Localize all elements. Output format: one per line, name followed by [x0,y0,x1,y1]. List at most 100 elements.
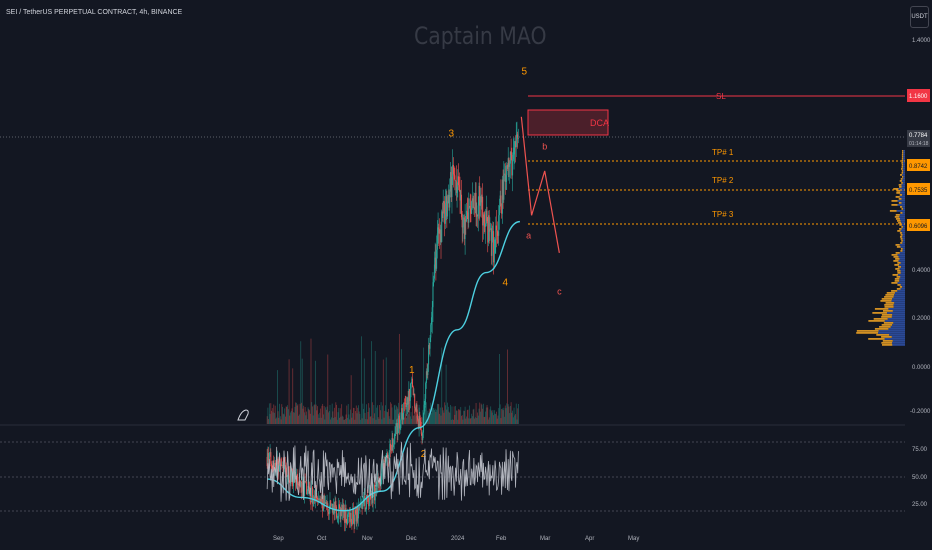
candle-body [460,194,462,201]
candle-body [328,509,330,515]
candle-body [373,484,375,496]
volume-profile-bar [897,290,905,292]
volume-bar [276,417,278,424]
volume-profile-bar [899,196,905,198]
volume-bar [455,410,457,424]
volume-bar [344,419,346,424]
candle-body [429,337,431,349]
candle-body [412,378,414,388]
volume-profile-bar [897,254,905,256]
volume-bar [507,404,509,424]
currency-unit-button[interactable]: USDT [910,6,929,28]
volume-profile-bar [881,316,892,318]
candle-body [502,179,504,200]
candle-body [437,227,439,234]
volume-profile-bar [903,208,905,210]
candle-body [477,205,479,217]
volume-bar [512,410,513,424]
volume-bar [518,403,519,424]
volume-profile-bar [896,210,905,212]
correction-label-b: b [542,142,547,152]
candle-body [306,481,308,495]
candle-body [280,464,282,466]
volume-bar [390,402,392,424]
candle-body [409,388,411,401]
candle-body [479,186,481,206]
volume-bar [301,358,303,424]
volume-bar [412,415,414,424]
candle-body [438,227,440,230]
volume-bar [325,409,327,424]
volume-profile-bar [901,150,904,152]
candle-body [393,444,395,448]
volume-profile-bar [901,228,905,230]
time-axis[interactable]: Sep Oct Nov Dec 2024 Feb Mar Apr May [273,536,639,542]
candle-body [309,487,311,489]
volume-bar [488,419,489,424]
volume-profile-bar [901,172,904,174]
volume-bar [445,364,447,424]
volume-profile-bar [896,246,901,248]
candle-body [299,480,301,487]
volume-bar [503,407,505,424]
volume-profile-bar [898,184,902,186]
candle-body [323,495,325,504]
volume-profile-bar [903,162,905,164]
volume-bar [493,410,495,424]
volume-profile-bar [901,202,905,204]
volume-profile-bar [901,208,904,210]
candle-body [513,147,515,155]
candle-body [400,418,402,429]
dca-zone[interactable] [527,109,609,136]
candle-body [515,141,517,148]
volume-bar [299,403,301,424]
candle-body [471,198,473,202]
volume-bar [394,404,396,424]
volume-profile-bar [902,250,905,252]
volume-bar [285,406,287,424]
candle-body [475,192,477,217]
candle-body [296,474,298,477]
volume-profile-bar [896,190,901,192]
volume-bar [369,416,371,424]
volume-bar [494,413,496,424]
tp2-price-value: 0.7535 [909,188,928,194]
volume-bar [382,405,383,424]
volume-profile-bar [901,168,903,170]
candles [266,121,519,534]
candle-body [376,477,378,487]
volume-bar [304,412,305,424]
candle-body [379,481,381,485]
candle-body [492,231,494,232]
candle-body [397,425,399,435]
volume-profile-bar [899,194,903,196]
tp2-price-tag [907,183,930,195]
candle-body [401,408,403,419]
candle-body [403,402,405,404]
candle-body [300,481,302,493]
volume-profile-bar [873,318,888,320]
volume-profile-bar [901,162,904,164]
volume-bar [453,406,455,424]
volume-bar [434,410,435,424]
price-axis[interactable]: 1.4000 0.4000 0.2000 0.0000 -0.2000 1.16… [907,38,931,508]
volume-profile-bar [903,172,905,174]
candle-body [449,191,451,208]
volume-bar [448,411,450,424]
volume-bar [452,419,454,424]
volume-bar [425,402,427,424]
volume-bar [336,419,338,424]
candle-body [281,465,283,466]
candle-body [468,205,470,208]
x-tick-label: May [628,536,639,542]
volume-bar [303,405,305,424]
volume-bar [407,406,408,424]
volume-bar [487,407,489,424]
candle-body [398,415,400,426]
volume-profile-bar [899,236,903,238]
candle-body [335,501,337,507]
candle-body [454,175,456,181]
volume-bar [326,406,328,424]
candle-body [430,324,432,338]
